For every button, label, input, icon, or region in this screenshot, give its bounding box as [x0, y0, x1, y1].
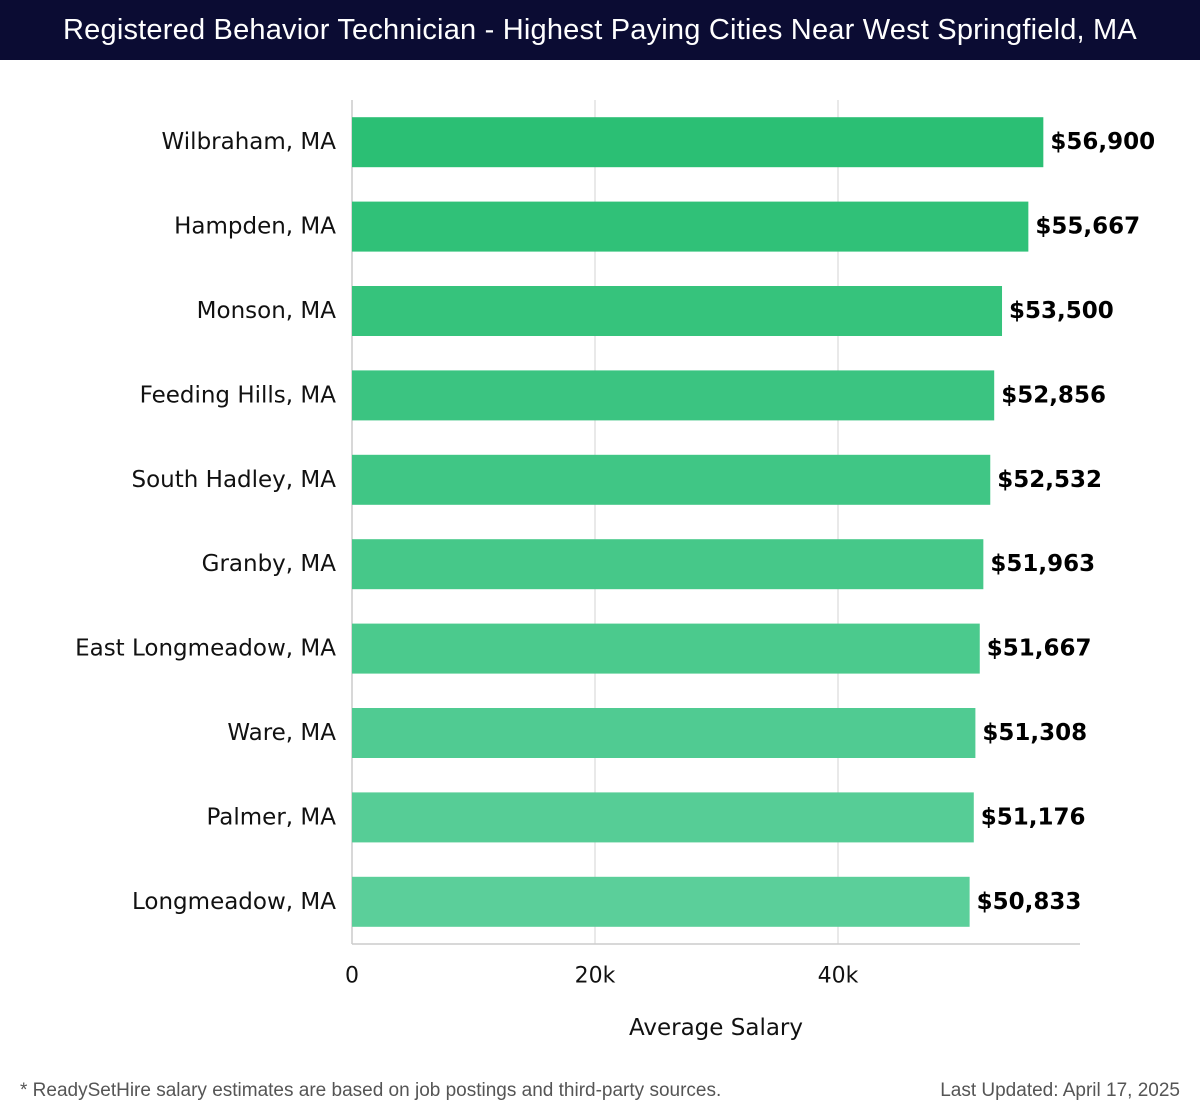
x-tick-label: 0	[345, 964, 359, 989]
value-label: $51,963	[990, 551, 1095, 577]
bar	[352, 623, 980, 674]
value-label: $51,176	[981, 804, 1086, 830]
chart-title-bar: Registered Behavior Technician - Highest…	[0, 0, 1200, 60]
bar	[352, 792, 974, 843]
category-label: Hampden, MA	[174, 214, 336, 240]
value-label: $51,667	[987, 636, 1092, 662]
value-label: $52,856	[1001, 382, 1106, 408]
footer-updated: Last Updated: April 17, 2025	[940, 1080, 1180, 1101]
bar	[352, 876, 970, 927]
bar	[352, 539, 984, 590]
bar	[352, 286, 1003, 336]
category-label: Granby, MA	[202, 551, 337, 577]
category-label: Monson, MA	[197, 298, 337, 324]
category-label: Palmer, MA	[206, 804, 336, 830]
category-label: Feeding Hills, MA	[140, 382, 337, 408]
value-label: $50,833	[977, 889, 1082, 915]
category-label: Ware, MA	[227, 720, 336, 746]
bar	[352, 454, 991, 505]
bar	[352, 370, 995, 421]
footer-note: * ReadySetHire salary estimates are base…	[20, 1080, 722, 1101]
value-label: $56,900	[1050, 129, 1155, 155]
category-label: Longmeadow, MA	[132, 889, 336, 915]
bar	[352, 708, 976, 758]
value-label: $55,667	[1035, 214, 1140, 240]
x-tick-label: 20k	[575, 964, 616, 989]
category-label: East Longmeadow, MA	[75, 636, 336, 662]
value-label: $52,532	[997, 467, 1102, 493]
chart-title: Registered Behavior Technician - Highest…	[63, 13, 1137, 46]
category-label: South Hadley, MA	[132, 467, 337, 493]
bar	[352, 117, 1044, 168]
x-tick-label: 40k	[818, 964, 859, 989]
salary-bar-chart: Wilbraham, MA $56,900 Hampden, MA $55,667 Mo…	[75, 100, 1155, 1041]
category-label: Wilbraham, MA	[162, 129, 337, 155]
value-label: $53,500	[1009, 298, 1114, 324]
x-axis-title: Average Salary	[629, 1015, 803, 1041]
value-label: $51,308	[982, 720, 1087, 746]
bar	[352, 201, 1029, 252]
